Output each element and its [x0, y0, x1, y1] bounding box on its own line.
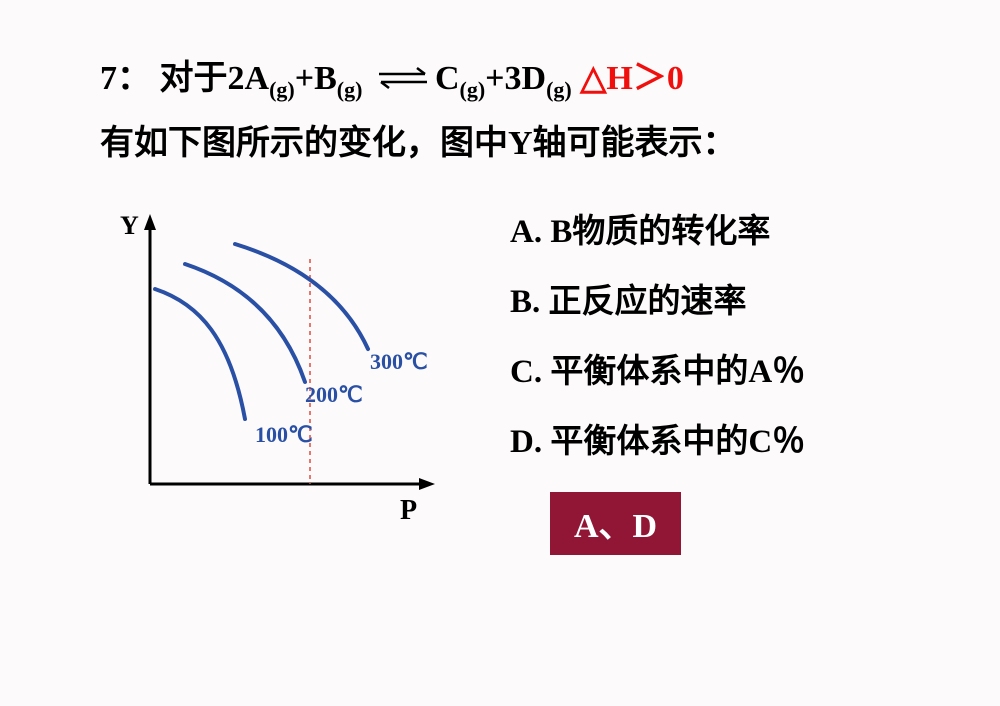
- curve-2: [185, 264, 305, 382]
- eq-rhs-c-sub: (g): [460, 77, 486, 102]
- eq-rhs-c: C: [435, 60, 460, 97]
- option-a: A. B物质的转化率: [510, 204, 940, 252]
- y-axis-label: Y: [120, 211, 139, 240]
- curve-1: [155, 289, 245, 419]
- eq-rhs-d-sub: (g): [546, 77, 572, 102]
- eq-lhs-a-sub: (g): [269, 77, 295, 102]
- question-line-2: 有如下图所示的变化，图中Y轴可能表示：: [100, 115, 940, 164]
- eq-lhs-a: 2A: [228, 60, 270, 97]
- question-prefix: 对于: [160, 60, 228, 97]
- answer-box: A、D: [550, 492, 681, 555]
- chart: Y P 100℃ 200℃ 300℃: [100, 194, 470, 539]
- equilibrium-arrow-icon: [375, 62, 431, 100]
- x-axis: [150, 478, 435, 490]
- delta-h: △H＞0: [572, 60, 684, 97]
- option-b: B. 正反应的速率: [510, 274, 940, 322]
- curve-label-3: 300℃: [370, 349, 428, 374]
- option-d: D. 平衡体系中的C％: [510, 414, 940, 462]
- curve-label-1: 100℃: [255, 422, 313, 447]
- question-number: 7：: [100, 60, 151, 97]
- question-line-1: 7： 对于2A(g)+B(g) C(g)+3D(g) △H＞0: [100, 50, 940, 103]
- y-axis: [144, 214, 156, 484]
- options-list: A. B物质的转化率 B. 正反应的速率 C. 平衡体系中的A％ D. 平衡体系…: [510, 194, 940, 555]
- eq-lhs-b-sub: (g): [337, 77, 363, 102]
- x-axis-label: P: [400, 495, 417, 526]
- eq-plus1: +B: [295, 60, 337, 97]
- curve-label-2: 200℃: [305, 382, 363, 407]
- eq-plus2: +3D: [485, 60, 546, 97]
- option-c: C. 平衡体系中的A％: [510, 344, 940, 392]
- curve-3: [235, 244, 368, 349]
